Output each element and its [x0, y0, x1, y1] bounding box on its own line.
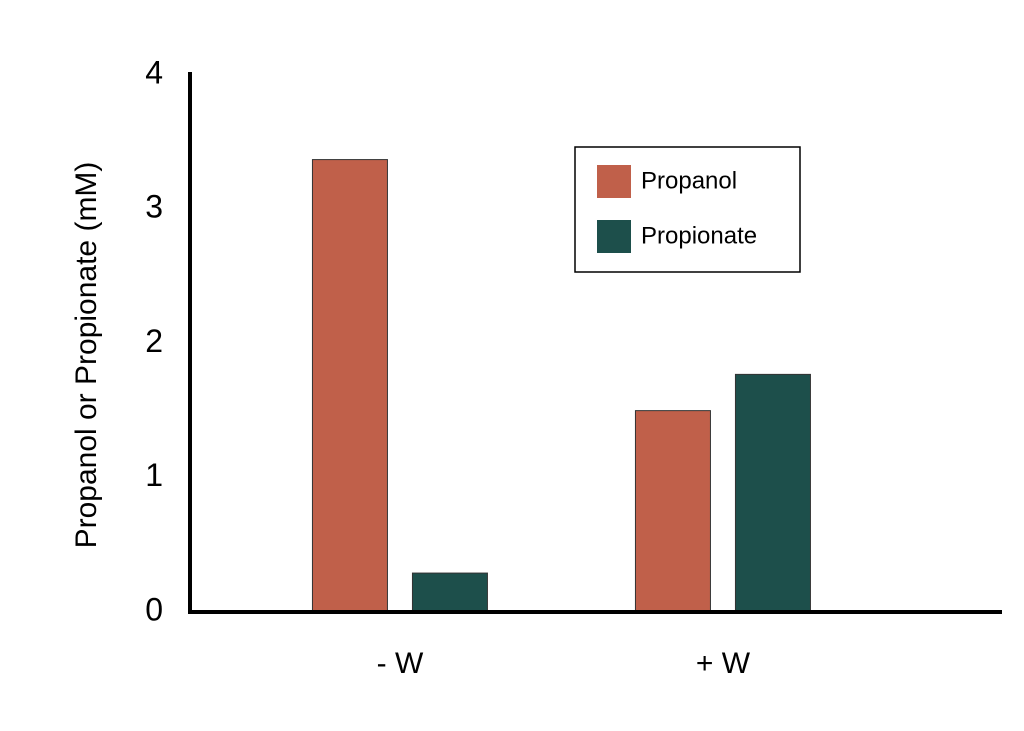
- y-tick-label: 0: [145, 591, 163, 627]
- bar: [311, 159, 388, 613]
- legend-swatch: [597, 220, 631, 253]
- x-tick-label: - W: [377, 647, 424, 680]
- x-tick-label: + W: [696, 647, 751, 680]
- y-tick-label: 2: [145, 323, 163, 359]
- y-tick-label: 3: [145, 189, 163, 225]
- bar: [411, 572, 488, 613]
- y-tick-label: 1: [145, 457, 163, 493]
- y-axis-label: Propanol or Propionate (mM): [70, 162, 103, 549]
- legend-swatch: [597, 165, 631, 198]
- bar: [734, 373, 811, 613]
- legend-label: Propionate: [641, 222, 757, 249]
- bar: [634, 410, 711, 613]
- legend-label: Propanol: [641, 167, 737, 194]
- y-tick-label: 4: [145, 54, 163, 90]
